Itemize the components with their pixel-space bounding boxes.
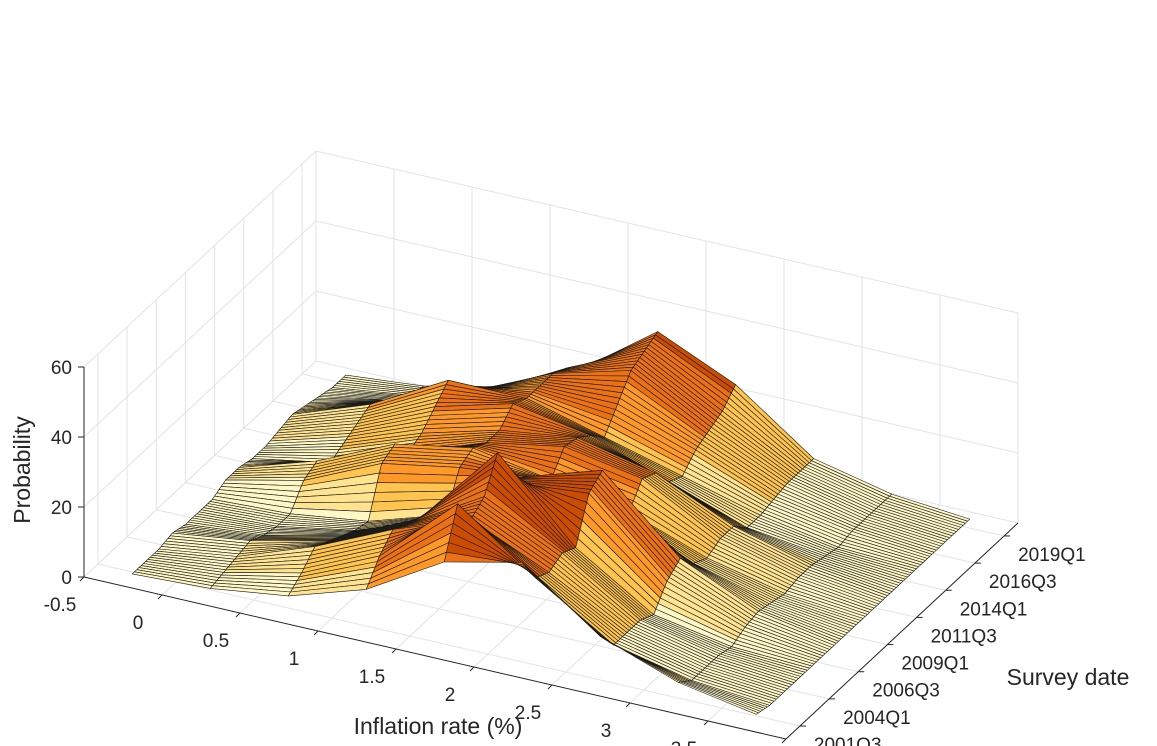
x-tick-label: 2 [445,685,456,706]
x-tick-mark [469,666,475,672]
z-tick-label: 40 [51,428,72,449]
floor-gridline [83,360,317,578]
x-tick-label: 1 [289,649,300,670]
y-tick-label: 2019Q1 [1018,545,1086,566]
x-tick-mark [235,612,241,618]
axis-lines [83,367,1019,740]
x-tick-label: 3.5 [671,739,697,746]
y-tick-label: 2009Q1 [901,654,969,675]
y-axis-label: Survey date [1007,664,1130,690]
x-tick-label: 3 [601,721,612,742]
floor-gridline [97,563,801,727]
y-axis-line [785,522,1019,740]
y-axis-ticks: 2001Q3 2004Q1 2006Q3 2009Q1 2011Q3 2014Q1 2016… [799,535,1086,746]
y-tick-label: 2004Q1 [843,708,911,729]
back-pane-rear [316,151,1018,523]
z-tick-label: 0 [61,568,72,589]
x-tick-label: -0.5 [44,595,77,616]
x-tick-mark [391,648,397,654]
x-tick-mark [547,684,553,690]
y-tick-label: 2006Q3 [872,681,940,702]
surface-face [677,681,759,715]
x-tick-mark [157,594,163,600]
y-tick-label: 2001Q3 [814,735,882,746]
x-axis-line [83,576,787,740]
x-tick-label: 0 [133,613,144,634]
back-pane-left [84,151,316,577]
x-tick-mark [703,720,709,726]
z-axis-ticks: 0 20 40 60 [51,358,84,589]
x-tick-label: 2.5 [515,703,541,724]
x-tick-label: 0.5 [203,631,229,652]
y-tick-label: 2014Q1 [960,599,1028,620]
z-axis-label: Probability [9,416,35,524]
z-tick-label: 20 [51,498,72,519]
z-tick-label: 60 [51,358,72,379]
x-tick-mark [625,702,631,708]
x-tick-label: 1.5 [359,667,385,688]
x-tick-mark [781,738,787,744]
x-axis-ticks: -0.500.511.522.533.54 [44,576,787,746]
x-tick-mark [79,576,85,582]
y-tick-label: 2011Q3 [931,626,997,647]
y-tick-label: 2016Q3 [989,572,1057,593]
x-tick-mark [313,630,319,636]
surface-face [374,482,456,493]
x-axis-label: Inflation rate (%) [354,713,523,739]
probability-surface [132,331,971,715]
